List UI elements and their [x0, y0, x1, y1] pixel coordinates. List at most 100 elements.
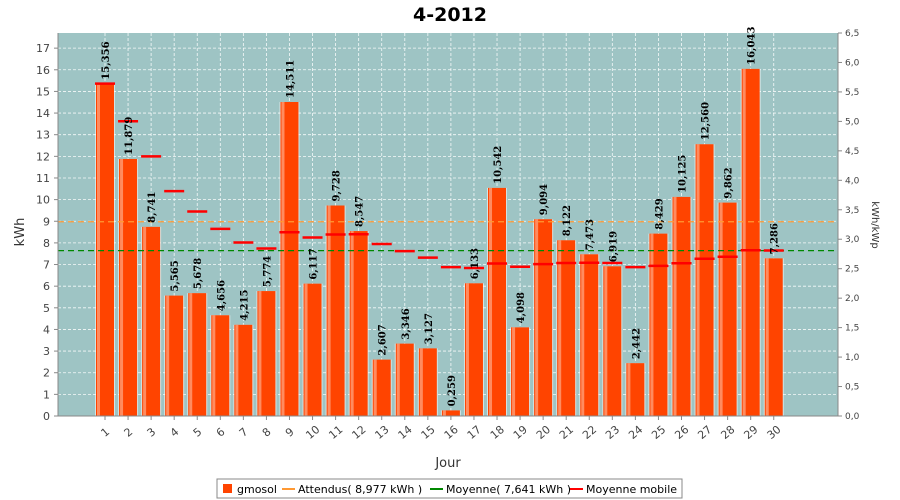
data-label: 5,678 — [193, 258, 204, 289]
data-label: 7,473 — [585, 219, 596, 250]
data-label: 8,547 — [355, 196, 366, 227]
bar — [395, 343, 414, 416]
data-label: 2,442 — [631, 328, 642, 359]
data-label: 7,286 — [770, 223, 781, 254]
y-axis-label: kWh — [13, 218, 28, 247]
legend-label: Attendus( 8,977 kWh ) — [298, 483, 422, 496]
bar — [649, 233, 668, 416]
x-tick-label: 13 — [373, 423, 392, 442]
y2-tick-label: 3,0 — [845, 235, 860, 245]
data-label: 14,511 — [285, 60, 296, 98]
bar-highlight — [419, 348, 423, 416]
x-tick-label: 1 — [98, 425, 112, 439]
data-label: 10,542 — [493, 146, 504, 184]
data-label: 8,429 — [654, 198, 665, 229]
y2-tick-label: 4,0 — [845, 176, 860, 186]
bar — [488, 187, 507, 416]
x-tick-label: 5 — [191, 425, 205, 439]
y2-tick-label: 2,5 — [845, 265, 859, 275]
y-tick-label: 11 — [36, 172, 50, 185]
data-label: 6,919 — [608, 231, 619, 262]
data-label: 15,356 — [101, 41, 112, 79]
data-label: 3,346 — [401, 308, 412, 339]
bar-highlight — [281, 102, 285, 416]
data-label: 9,094 — [539, 184, 550, 215]
bar — [96, 83, 114, 416]
x-tick-label: 8 — [260, 425, 274, 439]
y-tick-label: 3 — [43, 345, 50, 358]
bar — [119, 158, 138, 417]
x-tick-label: 9 — [283, 425, 297, 439]
bar — [326, 205, 345, 416]
y-tick-label: 10 — [36, 194, 50, 207]
bar — [280, 102, 299, 416]
y-tick-label: 15 — [36, 85, 50, 98]
data-label: 8,741 — [147, 192, 158, 223]
y2-tick-label: 3,5 — [845, 206, 859, 216]
x-tick-label: 23 — [603, 423, 622, 442]
bar-highlight — [189, 293, 193, 416]
y-tick-label: 1 — [43, 388, 50, 401]
x-tick-label: 27 — [695, 423, 714, 442]
x-tick-label: 20 — [534, 423, 553, 442]
bar — [303, 283, 322, 416]
y2-tick-label: 1,5 — [845, 324, 859, 334]
bar-highlight — [719, 202, 723, 416]
bar — [165, 295, 184, 416]
bar — [349, 231, 368, 416]
x-tick-label: 25 — [649, 423, 668, 442]
y-tick-label: 8 — [43, 237, 50, 250]
data-label: 10,125 — [678, 155, 689, 193]
bar-highlight — [120, 158, 124, 417]
y2-tick-label: 0,5 — [845, 383, 859, 393]
data-labels: 15,356 11,879 8,741 5,565 5,678 4,656 4,215 5,7… — [101, 27, 781, 407]
data-label: 0,259 — [447, 375, 458, 406]
data-label: 8,122 — [562, 205, 573, 236]
bar-highlight — [373, 359, 377, 416]
data-label: 9,862 — [724, 167, 735, 198]
x-tick-label: 16 — [442, 423, 461, 442]
x-tick-label: 19 — [511, 423, 530, 442]
bar-highlight — [212, 315, 216, 416]
y-tick-label: 6 — [43, 280, 50, 293]
y2-tick-label: 0,0 — [845, 412, 860, 422]
bar — [234, 324, 253, 416]
bar — [534, 219, 553, 416]
bar — [211, 315, 230, 416]
data-label: 12,560 — [701, 102, 712, 140]
data-label: 6,133 — [470, 248, 481, 279]
x-tick-label: 26 — [672, 423, 691, 442]
bar — [741, 68, 760, 416]
bar — [557, 240, 576, 416]
x-tick-label: 4 — [168, 425, 182, 439]
data-label: 2,607 — [378, 324, 389, 355]
bar-highlight — [696, 144, 700, 416]
bar-highlight — [535, 219, 539, 416]
x-tick-label: 6 — [214, 425, 228, 439]
bar-highlight — [512, 327, 516, 416]
legend-label: Moyenne( 7,641 kWh ) — [446, 483, 571, 496]
y2-tick-label: 6,5 — [845, 29, 859, 39]
x-tick-label: 28 — [718, 423, 737, 442]
bar — [372, 359, 391, 416]
bar-highlight — [765, 258, 769, 416]
bar — [511, 327, 530, 416]
x-tick-label: 10 — [303, 423, 322, 442]
y-tick-label: 13 — [36, 129, 50, 142]
y2-axis-label: kWh/kWp — [869, 201, 880, 248]
x-tick-label: 3 — [145, 425, 159, 439]
data-label: 9,728 — [332, 170, 343, 201]
y2-tick-label: 5,0 — [845, 117, 860, 127]
bar — [603, 266, 622, 416]
data-label: 6,117 — [309, 248, 320, 279]
x-tick-label: 12 — [349, 423, 368, 442]
data-label: 4,098 — [516, 292, 527, 323]
y2-tick-label: 2,0 — [845, 294, 860, 304]
x-tick-label: 2 — [122, 425, 136, 439]
axes: 012345678910111213141516170,00,51,01,52,… — [36, 29, 860, 442]
bar-highlight — [235, 324, 239, 416]
data-label: 5,774 — [262, 256, 273, 287]
x-tick-label: 24 — [626, 423, 645, 442]
bar-highlight — [581, 254, 585, 416]
